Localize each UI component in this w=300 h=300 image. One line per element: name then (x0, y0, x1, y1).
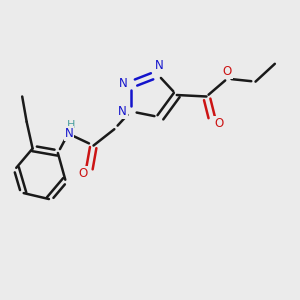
Text: H: H (67, 120, 75, 130)
Text: N: N (154, 59, 163, 72)
Text: N: N (118, 105, 127, 118)
Text: O: O (78, 167, 87, 180)
Text: O: O (223, 65, 232, 78)
Text: N: N (119, 76, 128, 90)
Text: N: N (64, 127, 73, 140)
Text: O: O (214, 117, 224, 130)
